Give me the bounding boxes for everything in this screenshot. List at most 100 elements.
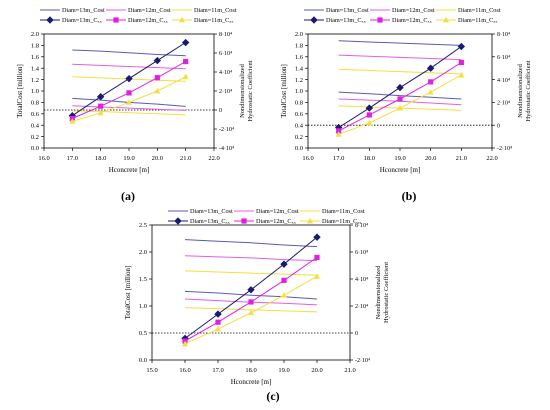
x-tick-label: 16.0 bbox=[179, 367, 190, 374]
y-tick-label: 1.4 bbox=[31, 65, 40, 72]
coef-point bbox=[69, 118, 76, 124]
y2-tick-label: 8·10⁴ bbox=[355, 223, 368, 229]
coef-point bbox=[426, 64, 435, 72]
coef-point bbox=[154, 87, 161, 94]
coef-point bbox=[397, 104, 403, 111]
y-tick-label: 0.6 bbox=[295, 111, 304, 118]
y-tick-label: 2.0 bbox=[31, 31, 39, 38]
legend-entry: Diam=11m_C₅₅ bbox=[458, 17, 498, 24]
legend-entry: Diam=13m_C₅₅ bbox=[326, 17, 366, 24]
cost-series-line bbox=[184, 290, 318, 300]
x-tick-label: 20.0 bbox=[425, 155, 436, 162]
y-tick-label: 0.2 bbox=[31, 134, 39, 141]
y-axis-label: TotalCost [million] bbox=[16, 64, 24, 118]
coef-series-line bbox=[184, 256, 318, 342]
y-tick-label: 0.5 bbox=[139, 330, 147, 337]
y2-tick-label: 2·10⁴ bbox=[497, 101, 510, 107]
y2-tick-label: 6·10⁴ bbox=[219, 51, 232, 57]
y-tick-label: 0.6 bbox=[31, 111, 40, 118]
y2-axis-label-line1: Nondimensionalized bbox=[239, 63, 246, 118]
cost-series-line bbox=[72, 105, 186, 111]
x-tick-label: 18.0 bbox=[364, 155, 375, 162]
x-tick-label: 22.0 bbox=[486, 155, 497, 162]
legend-marker bbox=[307, 217, 313, 224]
legend-marker bbox=[179, 16, 185, 23]
y-tick-label: 0.4 bbox=[31, 122, 40, 129]
coef-point bbox=[457, 42, 466, 51]
cost-series-line bbox=[338, 54, 462, 61]
coef-point bbox=[182, 73, 189, 80]
coef-point bbox=[182, 340, 188, 347]
legend-marker bbox=[113, 17, 119, 23]
legend-entry: Diam=11m_Cost bbox=[194, 7, 237, 14]
legend-entry: Diam=13m_Cost bbox=[190, 208, 233, 215]
legend: Diam=13m_Cost Diam=12m_Cost Diam=11m_Cost D… bbox=[304, 7, 501, 24]
y2-tick-label: 0 bbox=[497, 123, 500, 129]
cost-series-line bbox=[338, 40, 462, 46]
legend-entry: Diam=13m_Cost bbox=[326, 7, 369, 14]
y-tick-label: 1.4 bbox=[295, 65, 304, 72]
y2-axis-label-line2: Hydrostatic Coefficient bbox=[525, 60, 532, 121]
coef-point bbox=[215, 325, 221, 332]
cost-series-line bbox=[184, 239, 318, 248]
cost-series-line bbox=[184, 270, 318, 276]
y2-axis-label-line2: Hydrostatic Coefficient bbox=[383, 262, 390, 323]
panel-label: (c) bbox=[266, 389, 279, 403]
y-tick-label: 2.0 bbox=[139, 249, 147, 256]
x-tick-label: 19.0 bbox=[123, 155, 134, 162]
coef-point bbox=[97, 109, 104, 116]
x-tick-label: 15.0 bbox=[146, 367, 157, 374]
y2-tick-label: 8·10⁴ bbox=[219, 32, 232, 38]
y-tick-label: 1.5 bbox=[139, 276, 147, 283]
y2-tick-label: -2·10⁴ bbox=[219, 127, 234, 133]
y-tick-label: 1.0 bbox=[295, 88, 303, 95]
y-tick-label: 0.8 bbox=[31, 100, 39, 107]
coef-point bbox=[366, 119, 373, 126]
x-tick-label: 20.0 bbox=[152, 155, 163, 162]
y-tick-label: 1.2 bbox=[31, 77, 39, 84]
legend-marker bbox=[241, 218, 247, 224]
legend-entry: Diam=11m_C₅₅ bbox=[322, 218, 362, 225]
y-tick-label: 0.4 bbox=[295, 122, 304, 129]
x-tick-label: 21.0 bbox=[180, 155, 191, 162]
y2-tick-label: 6·10⁴ bbox=[497, 55, 510, 61]
coef-point bbox=[313, 233, 321, 241]
y-tick-label: 0.2 bbox=[295, 134, 303, 141]
y-tick-label: 0.0 bbox=[139, 357, 147, 364]
x-tick-label: 18.0 bbox=[95, 155, 106, 162]
panel-label: (b) bbox=[402, 189, 417, 203]
y-tick-label: 2.5 bbox=[139, 222, 147, 229]
legend-entry: Diam=12m_Cost bbox=[128, 7, 171, 14]
coef-point bbox=[365, 104, 374, 112]
legend-entry: Diam=12m_Cost bbox=[392, 7, 435, 14]
x-tick-label: 17.0 bbox=[212, 367, 223, 374]
y2-tick-label: 6·10⁴ bbox=[355, 250, 368, 256]
y-tick-label: 0.0 bbox=[295, 145, 303, 152]
legend-entry: Diam=11m_Cost bbox=[322, 208, 365, 215]
coef-point bbox=[396, 83, 404, 92]
legend-marker bbox=[377, 17, 383, 23]
y-tick-label: 0.8 bbox=[295, 100, 303, 107]
coef-point bbox=[154, 75, 160, 81]
legend-entry: Diam=11m_Cost bbox=[458, 7, 501, 14]
legend: Diam=13m_Cost Diam=12m_Cost Diam=11m_Cost D… bbox=[40, 7, 237, 24]
chart-panel-2: 16.0 17.0 18.0 19.0 20.0 21.0 22.0 0.0 0.2 0.4 0.6… bbox=[280, 7, 532, 203]
x-tick-label: 17.0 bbox=[67, 155, 78, 162]
coef-point bbox=[126, 90, 132, 96]
legend-marker bbox=[443, 16, 449, 23]
coef-point bbox=[181, 38, 190, 47]
coef-point bbox=[281, 277, 287, 283]
legend-entry: Diam=12m_C₅₅ bbox=[256, 218, 296, 225]
coef-point bbox=[397, 96, 403, 102]
cost-series-line bbox=[338, 68, 462, 75]
coef-point bbox=[98, 103, 104, 109]
y2-tick-label: 2·10⁴ bbox=[219, 89, 232, 95]
y-tick-label: 1.0 bbox=[31, 88, 39, 95]
y2-tick-label: 4·10⁴ bbox=[355, 277, 368, 283]
coef-point bbox=[458, 59, 464, 66]
x-axis-label: Hconcrete [m] bbox=[109, 166, 150, 174]
cost-series-line bbox=[184, 255, 318, 262]
y-tick-label: 1.8 bbox=[295, 43, 303, 50]
legend: Diam=13m_Cost Diam=12m_Cost Diam=11m_Cost D… bbox=[168, 208, 365, 225]
